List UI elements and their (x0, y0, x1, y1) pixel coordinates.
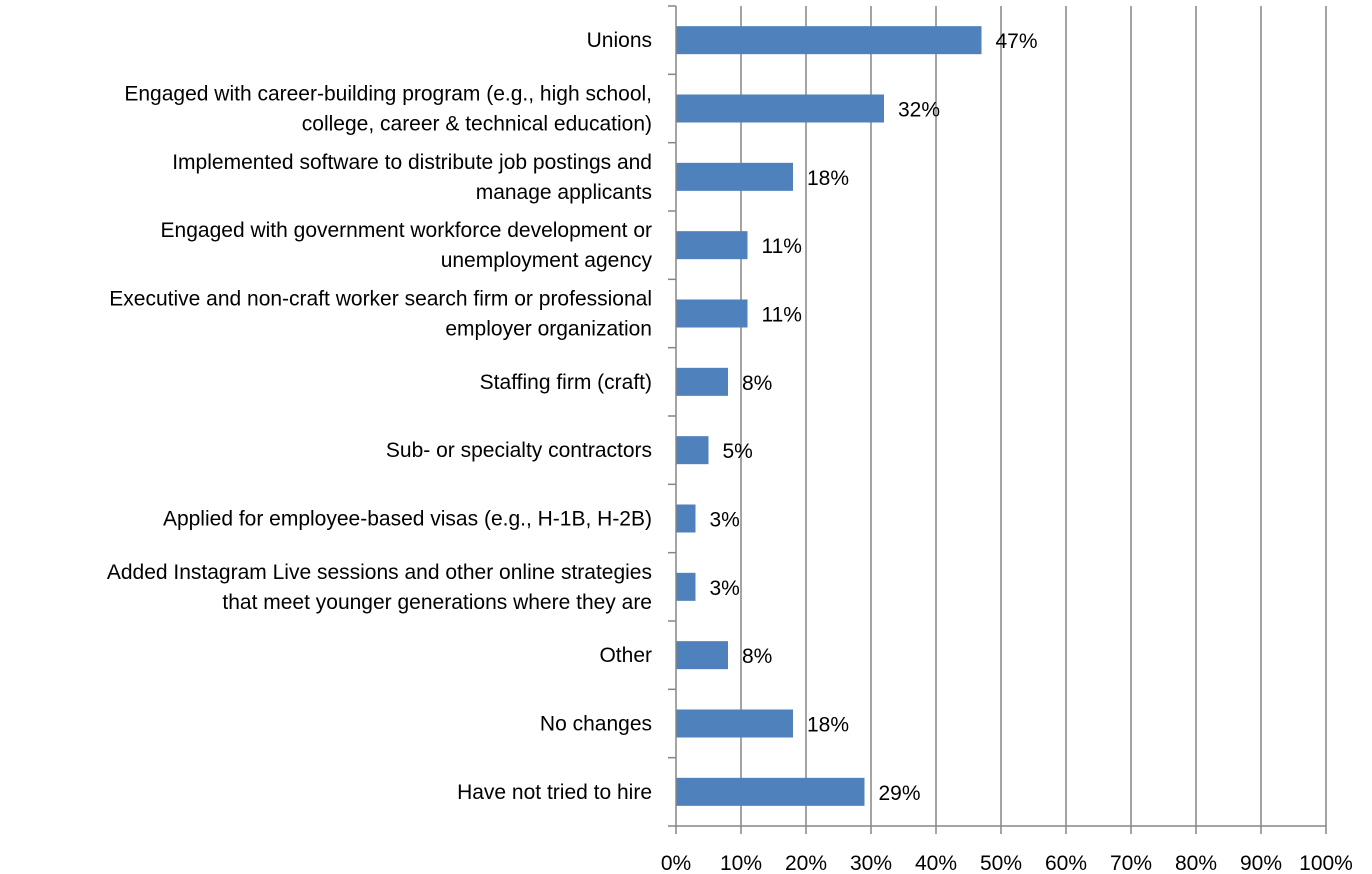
value-label: 29% (879, 782, 921, 805)
x-tick-label: 20% (785, 852, 827, 874)
value-label: 11% (762, 304, 802, 327)
bar (676, 299, 748, 328)
category-labels: Unions Engaged with career-building progr… (107, 29, 653, 804)
bar (676, 504, 696, 533)
x-tick-label: 100% (1299, 852, 1353, 874)
bar (676, 162, 793, 191)
bar (676, 94, 884, 123)
value-labels: 47% 32% 18% 11% 11% 8% 5% 3% 3% 8% 18% 29% (710, 30, 1038, 805)
category-label: Unions (587, 29, 652, 52)
x-tick-label: 60% (1045, 852, 1087, 874)
x-tick-label: 50% (980, 852, 1022, 874)
y-axis (668, 5, 1327, 834)
category-label: Executive and non-craft worker search fi… (109, 288, 652, 341)
bar (676, 231, 748, 260)
category-label: Sub- or specialty contractors (386, 439, 652, 462)
bar (676, 436, 709, 465)
x-tick-label: 80% (1175, 852, 1217, 874)
bar (676, 709, 793, 738)
value-label: 8% (742, 372, 772, 395)
value-label: 32% (898, 99, 940, 122)
gridlines (740, 6, 1327, 826)
value-label: 8% (742, 645, 772, 668)
bar (676, 572, 696, 601)
category-label: Staffing firm (craft) (480, 371, 652, 394)
x-tick-label: 90% (1240, 852, 1282, 874)
x-tick-label: 10% (720, 852, 762, 874)
x-tick-labels: 0% 10% 20% 30% 40% 50% 60% 70% 80% 90% 100% (661, 852, 1353, 874)
bar (676, 777, 865, 806)
value-label: 3% (710, 577, 740, 600)
category-label: Have not tried to hire (457, 781, 652, 804)
bars (676, 26, 982, 806)
value-label: 3% (710, 509, 740, 532)
bar (676, 641, 728, 670)
value-label: 5% (723, 440, 753, 463)
category-label: No changes (540, 713, 652, 736)
category-label: Implemented software to distribute job p… (172, 151, 652, 204)
x-tick-label: 30% (850, 852, 892, 874)
bar (676, 367, 728, 396)
bar (676, 26, 982, 55)
value-label: 18% (807, 167, 849, 190)
value-label: 47% (996, 30, 1038, 53)
category-label: Applied for employee-based visas (e.g., … (163, 508, 652, 531)
x-tick-label: 70% (1110, 852, 1152, 874)
category-label: Engaged with government workforce develo… (161, 219, 653, 272)
x-tick-label: 40% (915, 852, 957, 874)
category-label: Other (599, 644, 652, 667)
category-label: Added Instagram Live sessions and other … (107, 561, 652, 614)
value-label: 18% (807, 714, 849, 737)
value-label: 11% (762, 235, 802, 258)
category-label: Engaged with career-building program (e.… (124, 83, 652, 136)
x-tick-label: 0% (661, 852, 691, 874)
